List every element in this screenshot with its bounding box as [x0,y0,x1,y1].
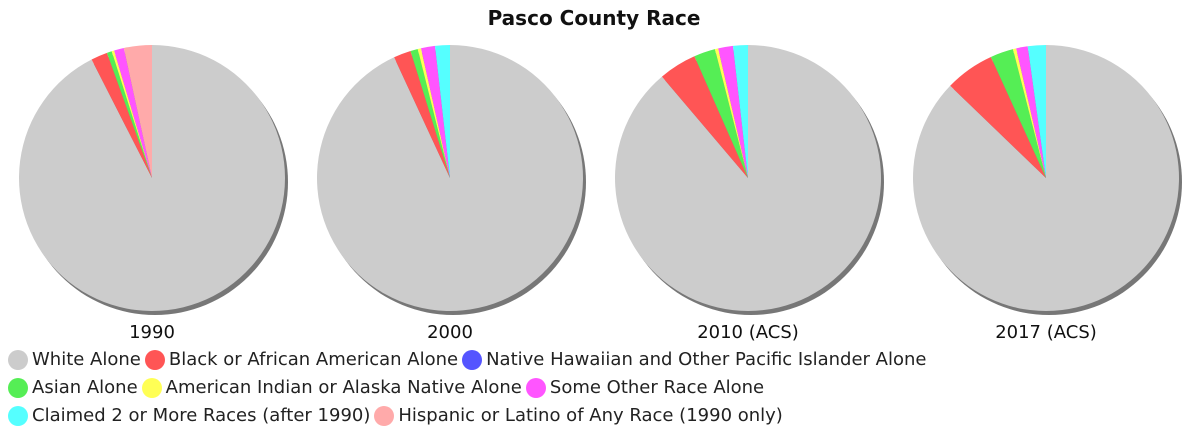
legend-label: White Alone [32,349,141,370]
legend-item-american-indian-or-alaska-native-alone[interactable]: American Indian or Alaska Native Alone [141,374,522,402]
legend-row: Claimed 2 or More Races (after 1990) Hisp… [8,402,1178,430]
legend-label: Asian Alone [32,377,138,398]
legend-label: American Indian or Alaska Native Alone [165,377,522,398]
slice-hispanic-or-latino-of-any-race-1990-only[interactable] [123,45,152,178]
pie-2017-acs: 2017 (ACS) [913,45,1182,343]
legend-item-some-other-race-alone[interactable]: Some Other Race Alone [525,374,765,402]
chart-title: Pasco County Race [487,6,701,30]
legend-item-native-hawaiian-and-other-pacific-islander-alone[interactable]: Native Hawaiian and Other Pacific Island… [462,346,926,374]
slice-black-or-african-american-alone[interactable] [394,51,450,178]
legend-label: Black or African American Alone [168,349,459,370]
slice-some-other-race-alone[interactable] [420,45,450,178]
slice-black-or-african-american-alone[interactable] [91,52,152,179]
slice-some-other-race-alone[interactable] [718,45,748,178]
legend-item-claimed-2-or-more-races-after-1990[interactable]: Claimed 2 or More Races (after 1990) [8,402,370,430]
slice-some-other-race-alone[interactable] [114,48,152,178]
slice-claimed-2-or-more-races-after-1990[interactable] [732,45,748,178]
legend-row: Asian Alone American Indian or Alaska Nat… [8,374,1178,402]
slice-asian-alone[interactable] [410,48,450,179]
pie-label: 2000 [427,322,473,343]
slice-claimed-2-or-more-races-after-1990[interactable] [1027,45,1046,178]
slice-american-indian-or-alaska-native-alone[interactable] [111,50,152,178]
legend-item-hispanic-or-latino-of-any-race-1990-only[interactable]: Hispanic or Latino of Any Race (1990 onl… [374,402,783,430]
legend-swatch [374,406,395,426]
legend-swatch [144,350,165,370]
slice-asian-alone[interactable] [106,51,152,178]
slice-asian-alone[interactable] [694,49,748,179]
slice-asian-alone[interactable] [990,49,1046,179]
slice-american-indian-or-alaska-native-alone[interactable] [417,48,450,179]
legend-item-white-alone[interactable]: White Alone [8,346,141,374]
legend-row: White Alone Black or African American Alo… [8,346,1178,374]
legend-swatch [8,406,28,426]
legend-label: Some Other Race Alone [549,377,765,398]
pie-label: 1990 [129,322,175,343]
pie-1990: 1990 [18,45,288,343]
slice-american-indian-or-alaska-native-alone[interactable] [1012,48,1046,178]
legend-swatch [525,378,546,398]
legend-label: Claimed 2 or More Races (after 1990) [32,405,371,426]
pie-2010-acs: 2010 (ACS) [614,45,884,343]
legend-swatch [8,378,28,398]
slice-claimed-2-or-more-races-after-1990[interactable] [434,45,450,178]
slice-american-indian-or-alaska-native-alone[interactable] [714,48,748,178]
legend: White Alone Black or African American Alo… [8,346,1178,430]
legend-swatch [462,350,483,370]
pie-label: 2010 (ACS) [697,322,799,343]
legend-label: Hispanic or Latino of Any Race (1990 onl… [398,405,783,426]
slice-black-or-african-american-alone[interactable] [950,56,1046,179]
legend-swatch [141,378,162,398]
slice-black-or-african-american-alone[interactable] [661,56,748,179]
pie-label: 2017 (ACS) [995,322,1097,343]
slice-some-other-race-alone[interactable] [1016,46,1046,178]
legend-item-black-or-african-american-alone[interactable]: Black or African American Alone [144,346,459,374]
legend-label: Native Hawaiian and Other Pacific Island… [486,349,927,370]
legend-swatch [8,350,28,370]
pie-2000: 2000 [316,45,586,343]
pie-charts: 1990 2000 2010 (ACS) 2017 (ACS) [18,45,1182,343]
legend-item-asian-alone[interactable]: Asian Alone [8,374,138,402]
